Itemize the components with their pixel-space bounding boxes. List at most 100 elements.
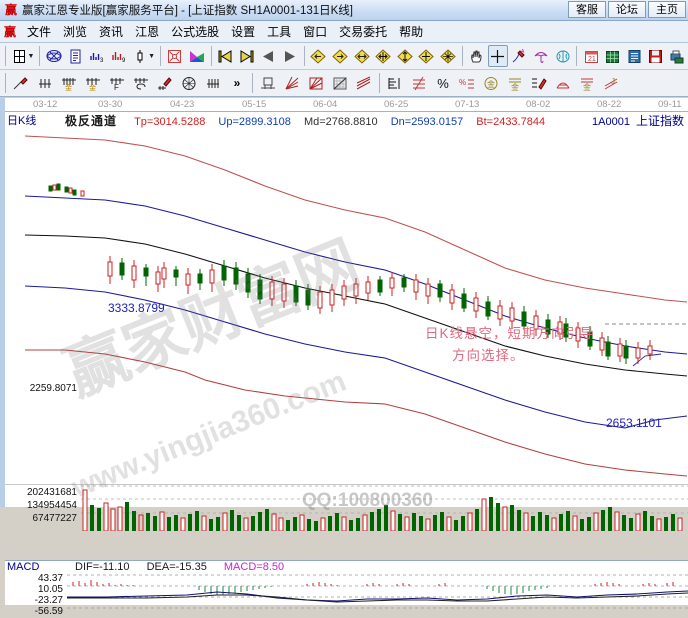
forum-button[interactable]: 论坛: [608, 1, 646, 18]
svg-text:%: %: [459, 78, 466, 87]
volume-panel[interactable]: 202431681 134954454 67477227: [5, 484, 688, 560]
dropdown-caret[interactable]: ▼: [27, 52, 35, 60]
angle-box-icon[interactable]: [305, 72, 327, 94]
bar3-icon[interactable]: 3: [87, 45, 107, 67]
pen-curve-icon[interactable]: A: [510, 45, 530, 67]
fan-lines-icon[interactable]: [281, 72, 303, 94]
toolbar-separator: [461, 46, 463, 66]
slash-box-icon[interactable]: [408, 72, 430, 94]
gann-gold2-icon[interactable]: 金: [82, 72, 104, 94]
macd-y-label-3: -56.59: [34, 606, 63, 617]
hand-icon[interactable]: [467, 45, 487, 67]
slash-j-icon[interactable]: J: [600, 72, 622, 94]
candlestick-series: [48, 183, 653, 364]
value-bt: Bt=2433.7844: [476, 116, 546, 128]
print-icon[interactable]: [668, 45, 688, 67]
diamond-4way-icon[interactable]: [417, 45, 437, 67]
spiral-icon[interactable]: [130, 72, 152, 94]
toolbar-separator: [160, 46, 161, 66]
last-page-icon[interactable]: [237, 45, 257, 67]
gold-circle-icon[interactable]: 金: [480, 72, 502, 94]
document-icon[interactable]: [66, 45, 86, 67]
symbol-code: 1A0001: [592, 116, 630, 128]
candle-icon[interactable]: [131, 45, 151, 67]
svg-text:F: F: [114, 83, 119, 91]
more-chevron-icon[interactable]: »: [233, 76, 241, 90]
date-tick-1: 03-30: [98, 99, 123, 110]
gann-gold-icon[interactable]: 金: [58, 72, 80, 94]
circle-ball-icon[interactable]: [178, 72, 200, 94]
kline-panel-label: 日K线: [7, 115, 37, 127]
value-dn: Dn=2593.0157: [390, 116, 464, 128]
svg-text:J: J: [611, 77, 615, 86]
save-icon[interactable]: [646, 45, 666, 67]
first-page-icon[interactable]: [215, 45, 235, 67]
menu-item-news[interactable]: 资讯: [99, 25, 124, 39]
svg-text:金: 金: [511, 82, 519, 91]
network-icon[interactable]: [44, 45, 64, 67]
macd-histogram: [72, 580, 674, 595]
menu-item-help[interactable]: 帮助: [399, 25, 424, 39]
parallel-icon[interactable]: [353, 72, 375, 94]
volume-label-low: 67477227: [32, 513, 78, 524]
fan-f-icon[interactable]: F: [106, 72, 128, 94]
pen-red-icon[interactable]: [10, 72, 32, 94]
symbol-name: 上证指数: [635, 114, 684, 128]
prev-arrow-icon[interactable]: [259, 45, 279, 67]
menu-item-window[interactable]: 窗口: [303, 25, 328, 39]
diamond-right-icon[interactable]: [330, 45, 350, 67]
diamond-left-icon[interactable]: [309, 45, 329, 67]
diamond-hhh-icon[interactable]: [395, 45, 415, 67]
svg-text:21: 21: [588, 56, 596, 63]
bar9-icon[interactable]: 9: [109, 45, 129, 67]
macd-panel[interactable]: MACD DIF=-11.10 DEA=-15.35 MACD=8.50 43.…: [5, 560, 688, 617]
umbrella-icon[interactable]: [531, 45, 551, 67]
percent-icon[interactable]: %: [437, 75, 449, 91]
chart-window[interactable]: 03-12 03-30 04-23 05-15 06-04 06-25 07-1…: [0, 98, 688, 617]
calendar-21-icon[interactable]: 21: [581, 45, 601, 67]
dropdown-caret[interactable]: ▼: [148, 52, 156, 60]
comb2-icon[interactable]: [202, 72, 224, 94]
grid-box-icon[interactable]: [329, 72, 351, 94]
menu-item-gann[interactable]: 江恩: [135, 25, 160, 39]
menu-item-file[interactable]: 文件: [27, 25, 52, 39]
menu-bar: 赢 文件 浏览 资讯 江恩 公式选股 设置 工具 窗口 交易委托 帮助: [0, 21, 688, 43]
grid-green-icon[interactable]: [603, 45, 623, 67]
diamond-cross-icon[interactable]: [438, 45, 458, 67]
gold-line-icon[interactable]: 金: [576, 72, 598, 94]
macd-dif-line: [67, 590, 688, 602]
macd-macd-value: MACD=8.50: [223, 561, 285, 573]
macd-plot: [67, 574, 688, 609]
menu-item-trade-entrust[interactable]: 交易委托: [339, 25, 388, 39]
brain-icon[interactable]: [553, 45, 573, 67]
indicator-info-line: 极反通道 Tp=3014.5288 Up=2899.3108 Md=2768.8…: [65, 112, 685, 128]
menu-item-browse[interactable]: 浏览: [63, 25, 88, 39]
percent-line-icon[interactable]: %: [456, 72, 478, 94]
menu-item-tools[interactable]: 工具: [267, 25, 292, 39]
value-tp: Tp=3014.5288: [134, 116, 206, 128]
svg-text:9: 9: [122, 58, 126, 64]
pen-gold-icon[interactable]: [528, 72, 550, 94]
next-arrow-icon[interactable]: [280, 45, 300, 67]
price-plot[interactable]: [5, 128, 688, 483]
toolbar-separator: [252, 73, 253, 93]
square-axis-icon[interactable]: [257, 72, 279, 94]
calendar-day-icon[interactable]: [10, 45, 30, 67]
diamond-h-icon[interactable]: [352, 45, 372, 67]
cross-circle-icon[interactable]: [165, 45, 185, 67]
menu-item-settings[interactable]: 设置: [231, 25, 256, 39]
crosshair-icon[interactable]: [488, 45, 508, 67]
homepage-button[interactable]: 主页: [648, 1, 686, 18]
comb-icon[interactable]: [34, 72, 56, 94]
ruler-icon[interactable]: [384, 72, 406, 94]
menu-item-formula-stock-pick[interactable]: 公式选股: [171, 25, 220, 39]
pen-line-icon[interactable]: [154, 72, 176, 94]
notebook-icon[interactable]: [624, 45, 644, 67]
toolbar-separator: [5, 73, 6, 93]
customer-service-button[interactable]: 客服: [568, 1, 606, 18]
color-fan-icon[interactable]: [187, 45, 207, 67]
gold-bars-icon[interactable]: 金: [504, 72, 526, 94]
arc-icon[interactable]: [552, 72, 574, 94]
diamond-hh-icon[interactable]: [373, 45, 393, 67]
macd-y-label-1: 10.05: [37, 584, 63, 595]
